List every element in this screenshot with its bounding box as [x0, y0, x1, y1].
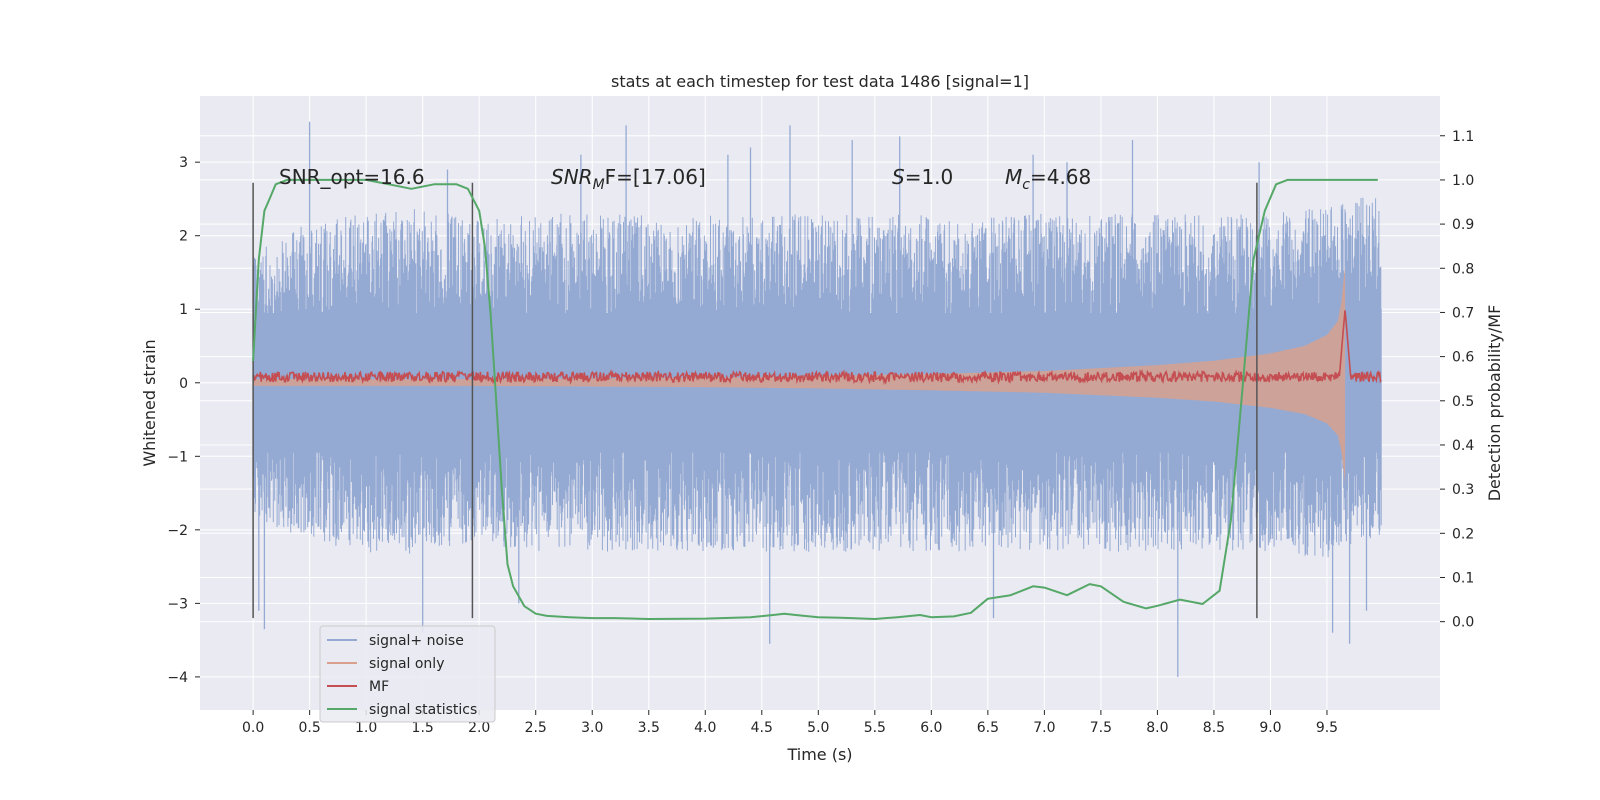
- y2-tick-label: 0.2: [1452, 526, 1474, 542]
- legend-label-signal-noise: signal+ noise: [369, 633, 464, 649]
- x-tick-label: 5.0: [807, 720, 829, 736]
- x-tick-label: 9.5: [1316, 720, 1338, 736]
- y2-tick-label: 0.9: [1452, 217, 1474, 233]
- mf-series: [252, 310, 1382, 385]
- y-tick-label: 3: [179, 155, 188, 171]
- y2-axis-label: Detection probability/MF: [1485, 305, 1504, 502]
- y2-tick-label: 0.8: [1452, 261, 1474, 277]
- signal-statistics-series: [252, 178, 1378, 620]
- x-tick-label: 3.5: [638, 720, 660, 736]
- x-tick-label: 9.0: [1259, 720, 1281, 736]
- annotation-mc-rest: =4.68: [1030, 165, 1091, 189]
- annotation-snr-mf-rest: F=[17.06]: [605, 165, 706, 189]
- x-tick-label: 0.5: [299, 720, 321, 736]
- y-tick-label: 1: [179, 302, 188, 318]
- x-tick-label: 5.5: [864, 720, 886, 736]
- y-axis-ticks: 3 2 1 0 −1 −2 −3 −4: [167, 155, 200, 686]
- y-axis-label: Whitened strain: [140, 339, 159, 466]
- legend: signal+ noise signal only MF signal stat…: [319, 625, 496, 723]
- x-tick-label: 4.5: [751, 720, 773, 736]
- y2-tick-label: 0.4: [1452, 438, 1474, 454]
- y2-tick-label: 0.7: [1452, 305, 1474, 321]
- annotation-s-rest: =1.0: [905, 165, 954, 189]
- y-tick-label: 2: [179, 229, 188, 245]
- annotation-s-main: S: [892, 165, 905, 189]
- annotation-snr-opt: SNR_opt=16.6: [279, 165, 425, 189]
- legend-label-mf: MF: [369, 679, 389, 695]
- x-tick-label: 6.5: [977, 720, 999, 736]
- legend-label-signal-statistics: signal statistics: [369, 702, 477, 718]
- x-tick-label: 0.0: [242, 720, 264, 736]
- chart-title: stats at each timestep for test data 148…: [611, 72, 1029, 91]
- y2-axis-ticks: 1.1 1.0 0.9 0.8 0.7 0.6 0.5 0.4 0.3 0.2 0.1 0.0: [1440, 129, 1474, 631]
- y-tick-label: −2: [167, 523, 188, 539]
- signal-only-envelope: [253, 265, 1346, 483]
- signal-statistics-line: [252, 178, 1378, 620]
- y2-tick-label: 1.1: [1452, 129, 1474, 145]
- vertical-markers: [252, 182, 1258, 619]
- x-tick-label: 7.5: [1090, 720, 1112, 736]
- annotation-mc-sub: c: [1022, 177, 1030, 193]
- annotation-mc: Mc=4.68: [1005, 165, 1091, 193]
- signal-noise-spikes: [258, 121, 1368, 677]
- annotation-snr-mf-main: SNR: [551, 165, 593, 189]
- y2-tick-label: 0.1: [1452, 570, 1474, 586]
- y2-tick-label: 1.0: [1452, 173, 1474, 189]
- y-tick-label: −4: [167, 670, 188, 686]
- legend-label-signal-only: signal only: [369, 656, 444, 672]
- y2-tick-label: 0.5: [1452, 394, 1474, 410]
- annotation-snr-mf: SNRMF=[17.06]: [551, 165, 706, 193]
- x-axis-label: Time (s): [786, 745, 852, 764]
- y-tick-label: 0: [179, 376, 188, 392]
- x-tick-label: 7.0: [1033, 720, 1055, 736]
- annotation-mc-main: M: [1005, 165, 1022, 189]
- signal-only-series: [253, 265, 1346, 483]
- y2-tick-label: 0.6: [1452, 350, 1474, 366]
- legend-box: [319, 625, 496, 723]
- x-tick-label: 1.0: [355, 720, 377, 736]
- mf-line: [252, 310, 1382, 385]
- annotation-snr-mf-sub: M: [593, 177, 605, 193]
- x-tick-label: 2.0: [468, 720, 490, 736]
- x-tick-label: 2.5: [525, 720, 547, 736]
- y2-tick-label: 0.0: [1452, 615, 1474, 631]
- annotation-s: S=1.0: [892, 165, 953, 189]
- x-tick-label: 6.0: [920, 720, 942, 736]
- y-tick-label: −3: [167, 596, 188, 612]
- x-axis-ticks: 0.0 0.5 1.0 1.5 2.0 2.5 3.0 3.5 4.0 4.5 5.0 5.5 6.0 6…: [242, 710, 1338, 736]
- x-tick-label: 8.0: [1146, 720, 1168, 736]
- x-tick-label: 3.0: [581, 720, 603, 736]
- x-tick-label: 1.5: [412, 720, 434, 736]
- x-tick-label: 8.5: [1203, 720, 1225, 736]
- y2-tick-label: 0.3: [1452, 482, 1474, 498]
- y-tick-label: −1: [167, 449, 188, 465]
- x-tick-label: 4.0: [694, 720, 716, 736]
